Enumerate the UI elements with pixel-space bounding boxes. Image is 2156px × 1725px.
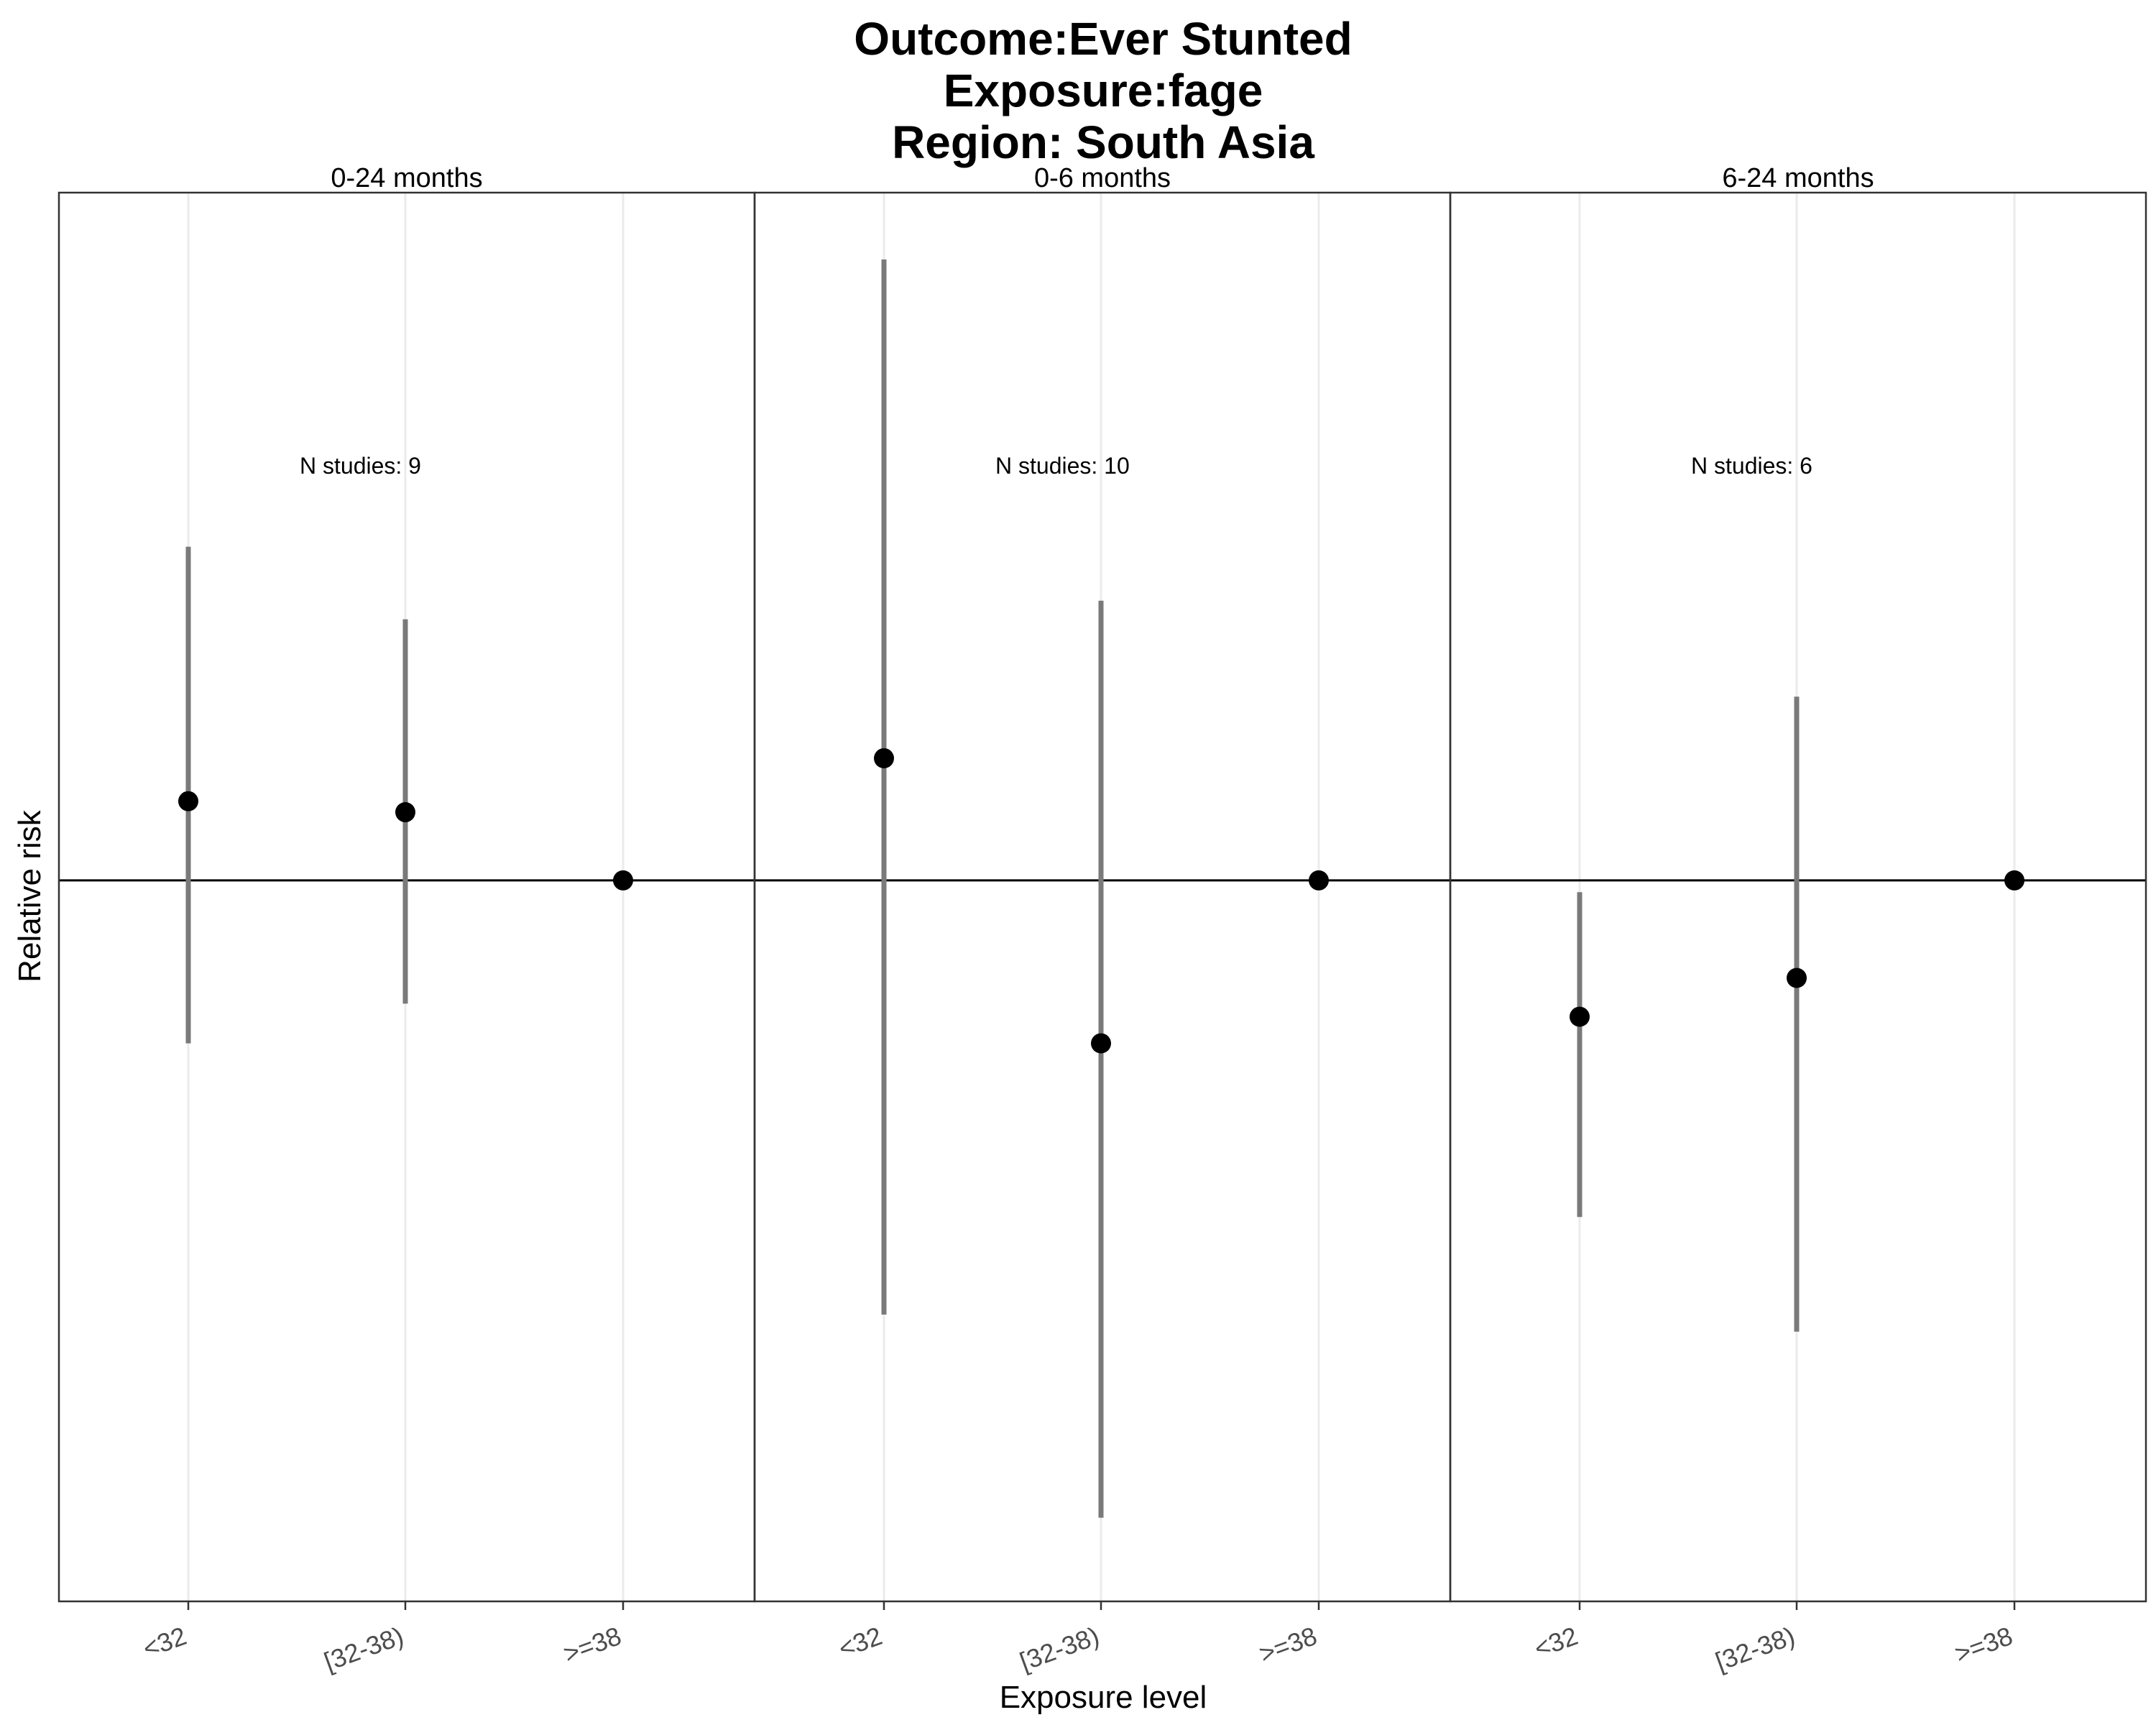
point-estimate	[395, 802, 415, 823]
x-tick-label: <32	[139, 1621, 190, 1663]
point-estimate	[1309, 870, 1329, 891]
x-tick-label: >=38	[1256, 1621, 1321, 1669]
point-estimate	[1091, 1033, 1111, 1054]
n-studies-annotation: N studies: 9	[300, 453, 421, 479]
n-studies-annotation: N studies: 6	[1691, 453, 1812, 479]
x-tick-label: >=38	[1951, 1621, 2017, 1669]
x-tick-label: >=38	[560, 1621, 625, 1669]
panel-2: 0-6 months N studies: 10 <32 [32-38) >=38	[753, 163, 1452, 1677]
title-line-2: Exposure:fage	[944, 65, 1263, 116]
panel-1: 0-24 months N studies: 9 <32 [32-38) >=38	[57, 163, 756, 1677]
panel-frame	[1449, 191, 2147, 1603]
point-estimate	[2004, 870, 2024, 891]
x-tick-label: [32-38)	[1712, 1621, 1799, 1677]
panel-label: 0-24 months	[331, 163, 482, 193]
x-axis-label: Exposure level	[1000, 1680, 1207, 1715]
panel-3: 6-24 months N studies: 6 <32 [32-38) >=38	[1449, 163, 2147, 1677]
title-line-1: Outcome:Ever Stunted	[854, 13, 1352, 65]
x-tick-label: <32	[1530, 1621, 1581, 1663]
point-estimate	[178, 791, 198, 811]
panel-label: 6-24 months	[1722, 163, 1874, 193]
panel-label: 0-6 months	[1034, 163, 1171, 193]
y-axis-label: Relative risk	[12, 809, 47, 983]
point-estimate	[1570, 1006, 1590, 1027]
chart-title: Outcome:Ever Stunted Exposure:fage Regio…	[854, 13, 1352, 168]
x-tick-label: [32-38)	[321, 1621, 407, 1677]
point-estimate	[1787, 967, 1807, 988]
point-estimate	[874, 748, 894, 768]
x-tick-label: <32	[834, 1621, 885, 1663]
point-estimate	[613, 870, 633, 891]
title-line-3: Region: South Asia	[892, 116, 1314, 168]
n-studies-annotation: N studies: 10	[995, 453, 1130, 479]
x-tick-label: [32-38)	[1016, 1621, 1103, 1677]
